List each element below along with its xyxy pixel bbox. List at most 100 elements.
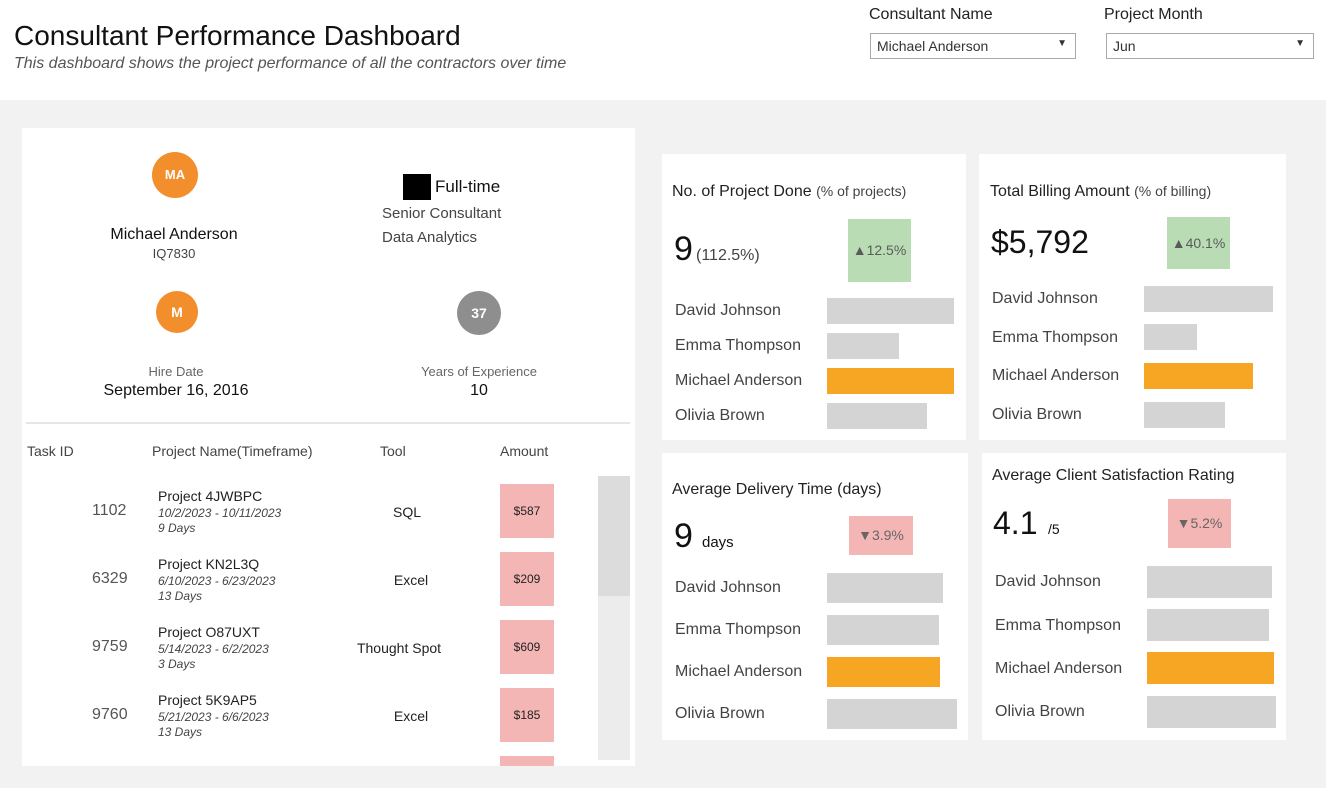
- bar-label: Michael Anderson: [675, 663, 803, 680]
- bar-david-johnson: [1147, 566, 1272, 598]
- kpi-title-text: Total Billing Amount: [990, 183, 1130, 200]
- bar-emma-thompson: [1144, 324, 1197, 350]
- consultant-name: Michael Anderson: [110, 226, 238, 243]
- bar-emma-thompson: [827, 333, 899, 359]
- kpi-change-badge: ▲40.1%: [1167, 217, 1230, 269]
- month-select[interactable]: Jun ▼: [1106, 33, 1314, 59]
- role-title: Senior Consultant: [382, 205, 502, 222]
- table-scrollbar-track[interactable]: [598, 476, 630, 760]
- project-name-cell: Project KN2L3Q: [158, 556, 260, 572]
- column-header-task-id: Task ID: [27, 443, 74, 459]
- bar-label: David Johnson: [995, 573, 1101, 590]
- kpi-value: $5,792: [991, 224, 1089, 260]
- kpi-percentage: (112.5%): [696, 247, 760, 264]
- bar-label: Emma Thompson: [995, 617, 1121, 634]
- bar-emma-thompson: [1147, 609, 1269, 641]
- amount-cell: $185: [500, 688, 554, 742]
- kpi-change-badge: ▼5.2%: [1168, 499, 1231, 548]
- consultant-select-value: Michael Anderson: [877, 38, 989, 54]
- task-id-cell: 6329: [92, 570, 128, 587]
- experience-label: Years of Experience: [421, 364, 537, 379]
- employment-type-legend-square: [403, 174, 431, 200]
- column-header-project: Project Name(Timeframe): [152, 443, 313, 459]
- project-name-cell: Project O87UXT: [158, 624, 260, 640]
- project-days-cell: 13 Days: [158, 589, 203, 603]
- bar-david-johnson: [827, 573, 943, 603]
- page-title: Consultant Performance Dashboard: [14, 20, 461, 51]
- project-dates-cell: 5/21/2023 - 6/6/2023: [158, 710, 269, 724]
- bar-david-johnson: [827, 298, 954, 324]
- kpi-change-badge: ▼3.9%: [849, 516, 913, 555]
- column-header-amount: Amount: [500, 443, 549, 459]
- consultant-select[interactable]: Michael Anderson ▼: [870, 33, 1076, 59]
- kpi-value: 4.1: [993, 505, 1038, 541]
- hire-date-label: Hire Date: [148, 364, 204, 379]
- bar-michael-anderson: [1147, 652, 1274, 684]
- department: Data Analytics: [382, 229, 478, 246]
- bar-michael-anderson: [1144, 363, 1253, 389]
- chevron-down-icon: ▼: [1057, 38, 1067, 49]
- bar-olivia-brown: [827, 699, 957, 729]
- chevron-down-icon: ▼: [1295, 38, 1305, 49]
- bar-label: Michael Anderson: [992, 367, 1120, 384]
- consultant-profile-panel: MA Michael Anderson IQ7830 Full-time Sen…: [22, 128, 635, 766]
- kpi-value: 9: [674, 230, 693, 268]
- kpi-title-sub: (days): [837, 481, 882, 498]
- project-days-cell: 13 Days: [158, 725, 203, 739]
- bar-label: David Johnson: [675, 579, 781, 596]
- bar-label: David Johnson: [675, 302, 781, 319]
- bar-david-johnson: [1144, 286, 1273, 312]
- amount-cell: $209: [500, 552, 554, 606]
- project-name-cell: Project 5K9AP5: [158, 692, 257, 708]
- kpi-card-projects: No. of Project Done (% of projects) 9 (1…: [662, 154, 966, 440]
- bar-label: Olivia Brown: [992, 406, 1082, 423]
- kpi-title-text: No. of Project Done: [672, 183, 812, 200]
- bar-olivia-brown: [1144, 402, 1225, 428]
- divider: [26, 422, 630, 424]
- amount-cell: $609: [500, 620, 554, 674]
- experience-icon: 37: [457, 291, 501, 335]
- kpi-title-sub: (% of projects): [816, 183, 907, 199]
- project-dates-cell: 10/2/2023 - 10/11/2023: [158, 506, 282, 520]
- page-subtitle: This dashboard shows the project perform…: [14, 55, 567, 72]
- kpi-title: Total Billing Amount (% of billing): [990, 183, 1211, 201]
- tool-cell: Thought Spot: [356, 640, 442, 656]
- bar-label: Olivia Brown: [995, 703, 1085, 720]
- amount-cell-partial: [500, 756, 554, 766]
- hire-date-value: September 16, 2016: [103, 382, 249, 399]
- bar-emma-thompson: [827, 615, 939, 645]
- kpi-title-text: Average Client Satisfaction Rating: [992, 467, 1235, 484]
- kpi-card-satisfaction: Average Client Satisfaction Rating 4.1 /…: [982, 453, 1286, 740]
- bar-olivia-brown: [1147, 696, 1276, 728]
- task-id-cell: 9760: [92, 706, 128, 723]
- bar-olivia-brown: [827, 403, 927, 429]
- bar-label: Emma Thompson: [675, 621, 801, 638]
- kpi-unit: days: [702, 534, 734, 551]
- project-days-cell: 9 Days: [158, 521, 196, 535]
- tool-cell: Excel: [393, 572, 429, 588]
- hire-date-icon: M: [156, 291, 198, 333]
- kpi-value: 9: [674, 517, 693, 555]
- amount-cell: $587: [500, 484, 554, 538]
- task-id-cell: 1102: [92, 502, 127, 519]
- kpi-card-delivery: Average Delivery Time (days) 9 days ▼3.9…: [662, 453, 968, 740]
- table-scrollbar-thumb[interactable]: [598, 476, 630, 596]
- project-days-cell: 3 Days: [158, 657, 196, 671]
- bar-label: Olivia Brown: [675, 705, 765, 722]
- bar-michael-anderson: [827, 657, 940, 687]
- column-header-tool: Tool: [380, 443, 406, 459]
- kpi-unit: /5: [1048, 521, 1060, 537]
- month-select-value: Jun: [1113, 38, 1136, 54]
- bar-label: David Johnson: [992, 290, 1098, 307]
- month-filter-label: Project Month: [1104, 6, 1203, 23]
- kpi-title: Average Client Satisfaction Rating: [992, 467, 1235, 485]
- consultant-id: IQ7830: [152, 246, 196, 261]
- bar-label: Emma Thompson: [992, 329, 1118, 346]
- project-dates-cell: 5/14/2023 - 6/2/2023: [158, 642, 269, 656]
- tool-cell: SQL: [392, 504, 421, 520]
- dashboard-header: Consultant Performance Dashboard This da…: [0, 0, 1326, 100]
- kpi-card-billing: Total Billing Amount (% of billing) $5,7…: [979, 154, 1286, 440]
- bar-label: Emma Thompson: [675, 337, 801, 354]
- project-dates-cell: 6/10/2023 - 6/23/2023: [158, 574, 276, 588]
- bar-label: Michael Anderson: [675, 372, 803, 389]
